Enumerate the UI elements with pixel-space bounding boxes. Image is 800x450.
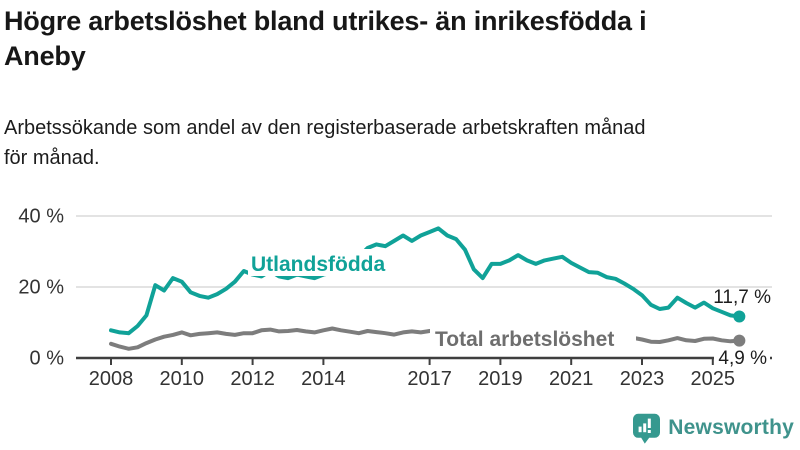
series-end-dot xyxy=(733,310,746,323)
series-label-total-arbetsloshet: Total arbetslöshet xyxy=(435,328,614,351)
series-label-bg xyxy=(248,249,398,276)
x-axis-label: 2014 xyxy=(301,368,346,390)
x-axis-label: 2008 xyxy=(89,368,134,390)
x-axis-label: 2012 xyxy=(230,368,275,390)
series-label-utlandsfodda: Utlandsfödda xyxy=(251,253,385,276)
y-axis-label: 40 % xyxy=(18,206,64,228)
x-axis-label: 2023 xyxy=(620,368,665,390)
end-value-label-bg xyxy=(714,349,770,367)
brand-name: Newsworthy xyxy=(668,416,794,439)
newsworthy-logo[interactable]: Newsworthy xyxy=(632,412,794,444)
y-axis-label: 20 % xyxy=(18,277,64,299)
x-axis-label: 2021 xyxy=(549,368,594,390)
x-axis-label: 2019 xyxy=(478,368,523,390)
chart-subtitle: Arbetssökande som andel av den registerb… xyxy=(4,117,646,169)
series-line-utlandsf-dda xyxy=(109,226,742,336)
bar-chart-speech-bubble-icon xyxy=(633,413,661,444)
end-value-label-utlandsfodda: 11,7 % xyxy=(713,287,771,308)
x-axis-label: 2010 xyxy=(160,368,205,390)
series-label-bg xyxy=(430,324,636,352)
series-line-total-arbetsl-shet xyxy=(109,326,742,351)
page-title: Högre arbetslöshet bland utrikes- än inr… xyxy=(4,6,647,71)
end-value-label-total: 4,9 % xyxy=(718,348,767,369)
series-end-dot xyxy=(733,334,746,347)
y-axis-label: 0 % xyxy=(30,348,65,370)
x-axis-label: 2025 xyxy=(691,368,736,390)
unemployment-line-chart: 0 % 20 % 40 % 2008 2010 2012 2014 2017 2019 2021 2… xyxy=(18,206,772,390)
x-axis-label: 2017 xyxy=(407,368,452,390)
